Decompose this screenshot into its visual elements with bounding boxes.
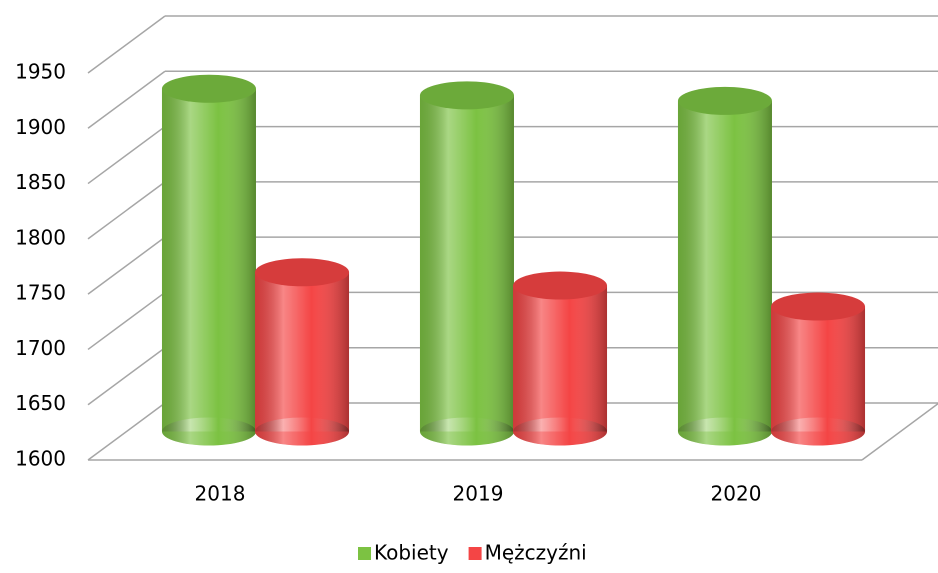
bar-bottom-shade <box>677 417 772 446</box>
bar-top <box>513 271 608 300</box>
grid-line <box>87 347 166 406</box>
bar-top-shade <box>677 86 772 115</box>
x-tick-label: 2019 <box>453 482 504 506</box>
bar-shade <box>771 306 866 432</box>
bar-shade <box>513 285 608 432</box>
bar <box>419 81 514 446</box>
bar-top <box>255 258 350 287</box>
bar-top <box>677 86 772 115</box>
y-tick-label: 1900 <box>15 115 66 139</box>
x-tick-label: 2020 <box>711 482 762 506</box>
bar <box>513 271 608 446</box>
grid-line <box>87 181 166 240</box>
bar <box>677 86 772 446</box>
y-tick-label: 1750 <box>15 281 66 305</box>
legend-swatch <box>468 547 482 560</box>
bar <box>161 74 256 446</box>
floor-edge <box>861 402 938 461</box>
y-tick-label: 1700 <box>15 336 66 360</box>
y-tick-label: 1650 <box>15 391 66 415</box>
grid-line <box>87 236 166 295</box>
y-tick-label: 1950 <box>15 60 66 84</box>
bar-shade <box>677 100 772 432</box>
bar-top <box>771 292 866 321</box>
bar-bottom-shade <box>255 417 350 446</box>
bar-shade <box>419 95 514 432</box>
bar-top <box>161 74 256 103</box>
bar-top-shade <box>513 271 608 300</box>
y-tick-label: 1600 <box>15 447 66 471</box>
grid-line <box>87 70 166 129</box>
grid-line <box>87 15 166 74</box>
legend-swatch <box>358 547 371 560</box>
bar-shade <box>255 272 350 432</box>
bar-shade <box>161 88 256 432</box>
legend-label: Kobiety <box>374 541 449 565</box>
y-tick-label: 1850 <box>15 170 66 194</box>
grid-line <box>87 125 166 185</box>
bar-top-shade <box>771 292 866 321</box>
bar <box>771 292 866 446</box>
legend-label: Mężczyźni <box>485 541 587 565</box>
bar <box>255 258 350 446</box>
bar-top-shade <box>255 258 350 287</box>
x-tick-label: 2018 <box>195 482 246 506</box>
bar-top <box>419 81 514 110</box>
bar-top-shade <box>161 74 256 103</box>
bar-bottom-shade <box>161 417 256 446</box>
bar-bottom-shade <box>513 417 608 446</box>
bar-bottom-shade <box>419 417 514 446</box>
grid-line <box>87 291 166 351</box>
grid-line <box>87 402 166 461</box>
bar-bottom-shade <box>771 417 866 446</box>
y-tick-label: 1800 <box>15 225 66 249</box>
bar-top-shade <box>419 81 514 110</box>
